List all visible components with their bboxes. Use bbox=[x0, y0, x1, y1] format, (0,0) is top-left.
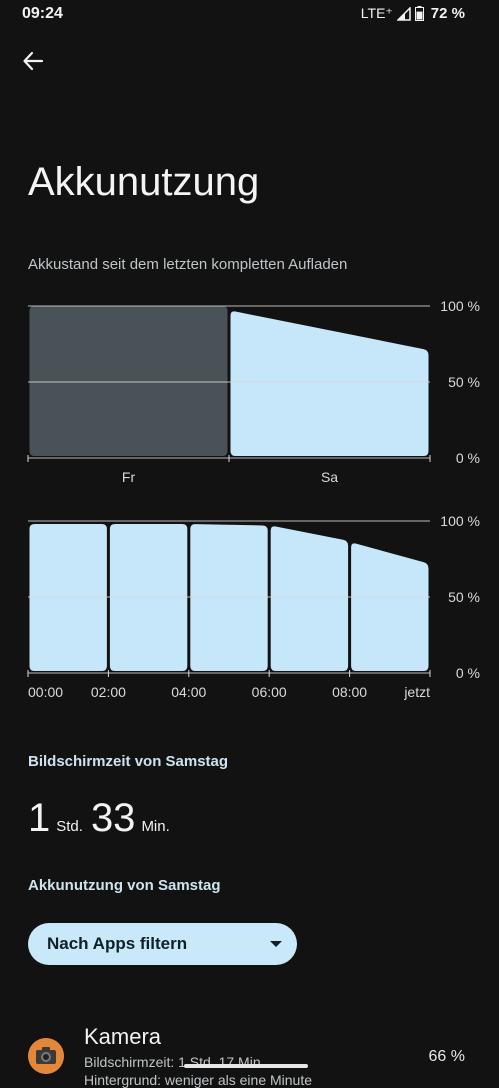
x-tick-label: Fr bbox=[122, 469, 136, 485]
x-tick-label: Sa bbox=[321, 469, 338, 485]
page-title: Akkunutzung bbox=[28, 160, 260, 204]
x-tick-label: 04:00 bbox=[171, 684, 206, 700]
battery-segment-bar bbox=[351, 543, 429, 671]
x-tick-label: 02:00 bbox=[91, 684, 126, 700]
x-tick-label: jetzt bbox=[403, 684, 430, 700]
battery-icon bbox=[414, 6, 424, 21]
battery-daily-chart-svg: 100 % 50 % 0 % Fr Sa bbox=[27, 298, 480, 485]
battery-segment-bar bbox=[109, 524, 188, 671]
y-tick-label: 50 % bbox=[448, 374, 480, 390]
screen-time-heading: Bildschirmzeit von Samstag bbox=[28, 753, 229, 770]
y-tick-label: 0 % bbox=[456, 665, 480, 681]
battery-daily-chart[interactable]: 100 % 50 % 0 % Fr Sa bbox=[0, 296, 499, 496]
filter-apps-dropdown[interactable]: Nach Apps filtern bbox=[28, 923, 297, 965]
battery-segment-bar bbox=[270, 526, 349, 671]
y-tick-label: 100 % bbox=[440, 298, 480, 314]
app-list-item-kamera[interactable]: Kamera Bildschirmzeit: 1 Std. 17 Min. Hi… bbox=[0, 1018, 499, 1088]
y-tick-label: 0 % bbox=[456, 450, 480, 466]
battery-segment-bar bbox=[29, 524, 107, 671]
back-arrow-icon bbox=[23, 51, 44, 71]
app-usage-percent: 66 % bbox=[428, 1048, 465, 1065]
x-tick-label: 06:00 bbox=[252, 684, 287, 700]
battery-segment-bar bbox=[29, 306, 228, 456]
dropdown-arrow-icon bbox=[270, 941, 282, 947]
battery-segment-bar bbox=[230, 311, 429, 456]
back-button[interactable] bbox=[18, 46, 48, 76]
screen-time-minutes: 33 bbox=[90, 796, 136, 840]
battery-hourly-chart[interactable]: 100 % 50 % 0 % 00:00 02:00 04:00 06:00 08:00 jet… bbox=[0, 511, 499, 711]
screen-time-value: 1 Std. 33 Min. bbox=[28, 796, 178, 841]
app-background-time: Hintergrund: weniger als eine Minute bbox=[84, 1072, 313, 1088]
network-type-label: LTE⁺ bbox=[360, 5, 393, 21]
app-name: Kamera bbox=[84, 1024, 162, 1049]
filter-apps-label: Nach Apps filtern bbox=[47, 934, 188, 953]
x-tick-label: 00:00 bbox=[28, 684, 63, 700]
home-indicator[interactable] bbox=[184, 1064, 308, 1068]
camera-icon bbox=[28, 1038, 64, 1074]
screen-time-hours-unit: Std. bbox=[56, 818, 83, 835]
screen-time-hours: 1 bbox=[28, 796, 51, 840]
y-tick-label: 50 % bbox=[448, 589, 480, 605]
status-icons: LTE⁺ 72 % bbox=[361, 5, 465, 22]
y-tick-label: 100 % bbox=[440, 513, 480, 529]
usage-heading: Akkunutzung von Samstag bbox=[28, 877, 221, 894]
battery-segment-bar bbox=[190, 524, 268, 671]
status-time: 09:24 bbox=[22, 5, 63, 22]
battery-percent: 72 % bbox=[430, 5, 465, 22]
chart-caption: Akkustand seit dem letzten kompletten Au… bbox=[28, 256, 348, 273]
x-tick-label: 08:00 bbox=[332, 684, 367, 700]
signal-icon bbox=[396, 6, 411, 21]
battery-hourly-chart-svg: 100 % 50 % 0 % 00:00 02:00 04:00 06:00 08:00 jet… bbox=[27, 513, 480, 700]
status-bar: 09:24 LTE⁺ 72 % bbox=[0, 0, 499, 28]
screen-time-minutes-unit: Min. bbox=[141, 818, 170, 835]
